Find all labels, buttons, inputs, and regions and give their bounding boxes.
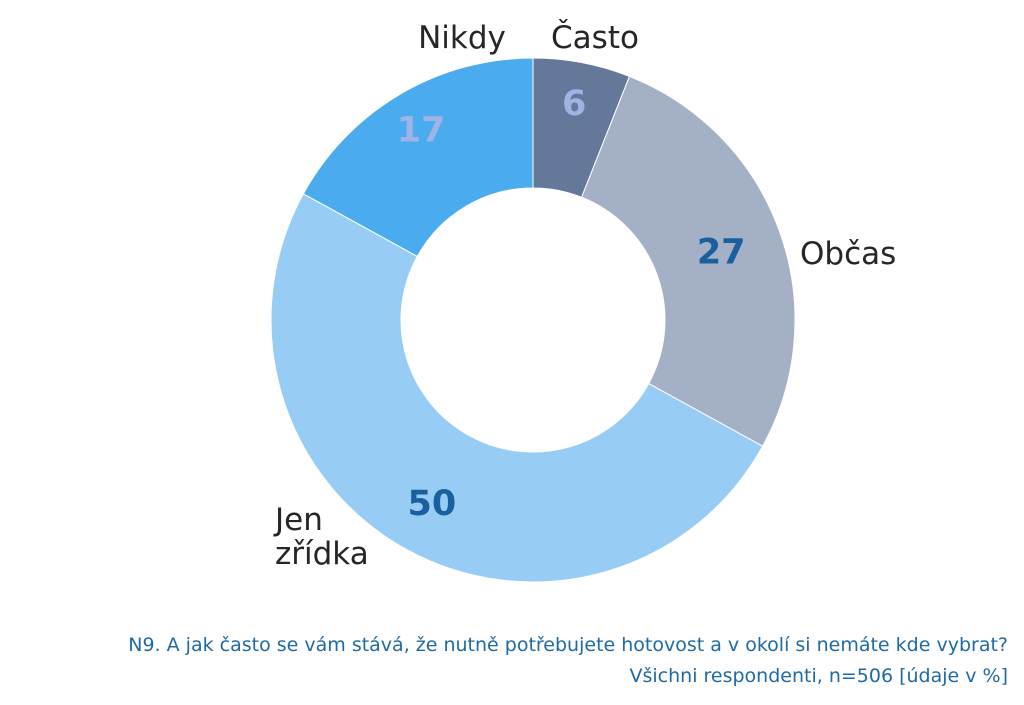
category-labels: Často Občas Jen zřídka Nikdy bbox=[273, 19, 896, 572]
donut-slices bbox=[270, 57, 796, 583]
slice-nikdy bbox=[302, 57, 534, 258]
value-label-obcas: 27 bbox=[697, 232, 746, 272]
category-label-obcas: Občas bbox=[800, 236, 896, 272]
value-label-nikdy: 17 bbox=[397, 111, 446, 151]
value-label-casto: 6 bbox=[562, 84, 586, 124]
category-label-line: Často bbox=[551, 19, 639, 56]
category-label-line: Jen bbox=[273, 502, 323, 538]
category-label-line: Nikdy bbox=[418, 20, 506, 56]
slice-obcas bbox=[580, 75, 796, 447]
category-label-line: zřídka bbox=[275, 536, 369, 572]
category-label-casto: Často bbox=[551, 19, 639, 56]
footnote-question: N9. A jak často se vám stává, že nutně p… bbox=[128, 634, 1008, 656]
value-label-jen-zridka: 50 bbox=[407, 484, 456, 524]
footnote-base: Všichni respondenti, n=506 [údaje v %] bbox=[629, 665, 1008, 687]
category-label-line: Občas bbox=[800, 236, 896, 272]
value-labels: 6 27 50 17 bbox=[397, 84, 746, 524]
category-label-nikdy: Nikdy bbox=[418, 20, 506, 56]
category-label-jen-zridka: Jen zřídka bbox=[273, 502, 369, 572]
slice-jen-zridka bbox=[270, 193, 764, 583]
